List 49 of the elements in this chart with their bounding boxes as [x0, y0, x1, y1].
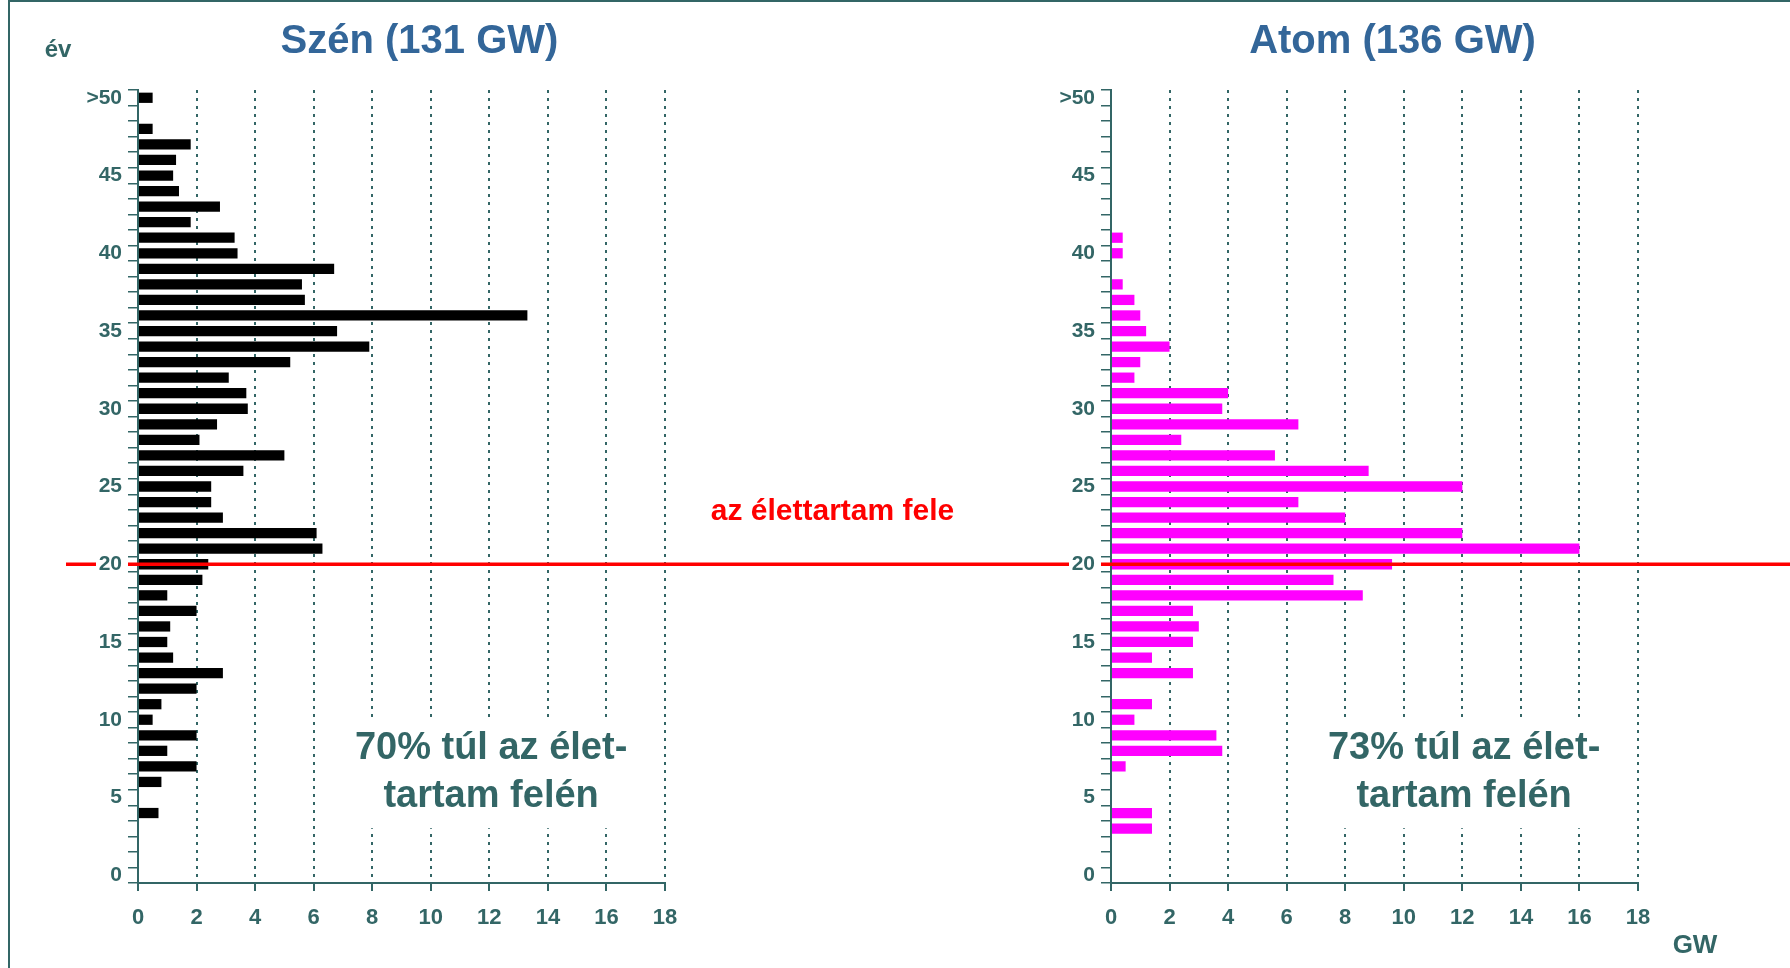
x-tick-label: 12 — [477, 904, 502, 930]
x-tick-label: 14 — [535, 904, 561, 930]
y-tick-label: >50 — [1059, 84, 1095, 108]
y-tick-label: 45 — [98, 162, 123, 186]
x-tick-label: 14 — [1508, 904, 1534, 930]
x-tick-label: 0 — [1104, 904, 1118, 930]
x-tick-label: 4 — [1221, 904, 1235, 930]
x-tick-label: 6 — [1280, 904, 1293, 930]
x-tick-label: 6 — [307, 904, 320, 930]
ref-line-label: az élettartam fele — [710, 492, 955, 526]
x-tick-label: 0 — [131, 904, 145, 930]
y-tick-label: 0 — [110, 862, 122, 886]
y-tick-label: 20 — [1071, 551, 1095, 575]
x-tick-label: 16 — [1567, 904, 1592, 930]
y-tick-label: 40 — [98, 240, 122, 264]
y-tick-label: 10 — [1071, 706, 1095, 730]
x-tick-label: 4 — [248, 904, 262, 930]
y-tick-label: >50 — [86, 84, 122, 108]
chart-title: Atom (136 GW) — [1249, 17, 1536, 62]
y-tick-label: 25 — [1071, 473, 1096, 497]
x-tick-label: 18 — [1625, 904, 1651, 930]
y-tick-label: 40 — [1071, 240, 1095, 264]
x-tick-label: 10 — [418, 904, 444, 930]
y-tick-label: 15 — [98, 628, 123, 652]
y-tick-label: 10 — [98, 706, 122, 730]
x-tick-label: 8 — [366, 904, 379, 930]
y-tick-label: 5 — [1083, 784, 1096, 808]
x-tick-label: 2 — [190, 904, 203, 930]
y-axis-title: év — [44, 34, 72, 62]
annotation: 70% túl az élet- tartam felén — [354, 724, 628, 815]
x-tick-label: 16 — [594, 904, 619, 930]
x-tick-label: 8 — [1339, 904, 1352, 930]
y-tick-label: 0 — [1083, 862, 1095, 886]
x-tick-label: 10 — [1391, 904, 1417, 930]
chart-title: Szén (131 GW) — [280, 17, 559, 62]
y-tick-label: 25 — [98, 473, 123, 497]
y-tick-label: 45 — [1071, 162, 1096, 186]
y-tick-label: 30 — [98, 395, 122, 419]
y-tick-label: 15 — [1071, 628, 1096, 652]
x-axis-title: GW — [1672, 929, 1718, 960]
annotation: 73% túl az élet- tartam felén — [1327, 724, 1601, 815]
y-tick-label: 35 — [98, 317, 123, 341]
x-tick-label: 12 — [1450, 904, 1475, 930]
x-tick-label: 2 — [1163, 904, 1176, 930]
y-tick-label: 30 — [1071, 395, 1095, 419]
y-tick-label: 5 — [110, 784, 123, 808]
y-tick-label: 35 — [1071, 317, 1096, 341]
x-tick-label: 18 — [652, 904, 678, 930]
y-tick-label: 20 — [98, 551, 122, 575]
